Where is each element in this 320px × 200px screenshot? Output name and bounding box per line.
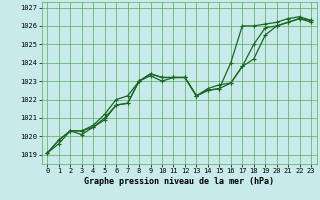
X-axis label: Graphe pression niveau de la mer (hPa): Graphe pression niveau de la mer (hPa): [84, 177, 274, 186]
